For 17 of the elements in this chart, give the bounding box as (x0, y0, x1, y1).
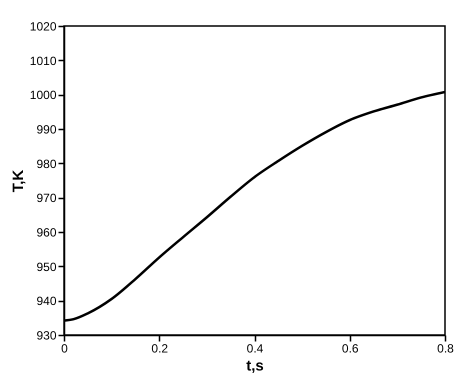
y-tick-label: 1000 (30, 88, 57, 102)
y-axis-title: T,K (10, 170, 27, 192)
x-tick-label: 0.4 (246, 342, 264, 356)
y-tick-label: 980 (36, 156, 57, 171)
x-tick-label: 0.2 (151, 342, 168, 356)
y-tick-label: 990 (36, 122, 57, 136)
x-axis-title: t,s (246, 358, 264, 374)
y-tick-label: 960 (36, 226, 57, 240)
y-tick-label: 1010 (30, 54, 57, 68)
y-tick-label: 1020 (30, 20, 57, 34)
y-tick-label: 970 (36, 191, 57, 206)
y-tick-label: 950 (36, 260, 57, 274)
y-tick-label: 930 (36, 328, 57, 342)
x-tick-label: 0.8 (437, 342, 454, 356)
y-tick-label: 940 (36, 294, 57, 308)
x-tick-label: 0 (61, 342, 68, 356)
x-tick-label: 0.6 (342, 342, 359, 356)
